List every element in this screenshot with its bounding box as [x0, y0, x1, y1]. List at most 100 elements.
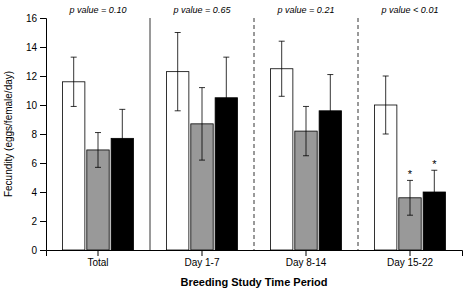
y-tick: 12 — [26, 71, 46, 82]
y-tick: 2 — [31, 216, 46, 227]
y-tick-label: 14 — [26, 42, 38, 53]
y-tick-label: 0 — [31, 245, 37, 256]
x-tick-label: Day 1-7 — [184, 257, 219, 268]
y-tick-mark — [40, 192, 46, 193]
error-line — [281, 41, 282, 96]
error-cap — [303, 106, 309, 107]
error-line — [330, 75, 331, 148]
error-line — [306, 106, 307, 155]
error-bar — [407, 180, 413, 215]
error-line — [226, 57, 227, 138]
error-bar — [279, 41, 285, 96]
error-cap — [95, 167, 101, 168]
x-tick-mark — [306, 250, 307, 256]
y-tick-label: 6 — [31, 158, 37, 169]
plot: 0 2 4 6 8 10 12 14 16 Total Day 1-7 Day 8-14 Day 15-… — [3, 5, 463, 288]
p-value: p value < 0.01 — [381, 5, 439, 15]
significance-marker: * — [408, 168, 413, 180]
y-tick-label: 8 — [31, 129, 37, 140]
error-bar — [383, 76, 389, 134]
y-tick-mark — [40, 105, 46, 106]
x-axis-line — [47, 251, 463, 257]
error-line — [410, 180, 411, 215]
y-tick-mark — [40, 18, 46, 19]
error-bar — [431, 170, 437, 214]
separator — [254, 18, 255, 250]
x-tick: Day 15-22 — [387, 250, 434, 268]
y-tick-mark — [40, 134, 46, 135]
error-cap — [95, 132, 101, 133]
x-tick-mark — [98, 250, 99, 256]
x-tick-label: Day 15-22 — [387, 257, 434, 268]
y-tick: 0 — [31, 245, 46, 256]
error-cap — [431, 213, 437, 214]
error-cap — [279, 41, 285, 42]
x-tick: Total — [87, 250, 108, 268]
error-line — [202, 88, 203, 161]
y-tick: 8 — [31, 129, 46, 140]
error-cap — [279, 96, 285, 97]
error-bar — [223, 57, 229, 138]
p-value: p value = 0.21 — [277, 5, 335, 15]
x-tick-mark — [410, 250, 411, 256]
y-tick-mark — [40, 221, 46, 222]
error-bar — [199, 88, 205, 161]
error-cap — [303, 155, 309, 156]
error-bar — [175, 33, 181, 111]
y-axis: 0 2 4 6 8 10 12 14 16 — [26, 13, 47, 256]
error-bar — [71, 57, 77, 106]
error-cap — [223, 57, 229, 58]
error-cap — [71, 57, 77, 58]
error-cap — [383, 134, 389, 135]
y-tick-mark — [40, 163, 46, 164]
y-tick-label: 10 — [26, 100, 38, 111]
y-tick-label: 16 — [26, 13, 38, 24]
x-tick: Day 1-7 — [184, 250, 219, 268]
p-value: p value = 0.10 — [69, 5, 127, 15]
y-tick-mark — [40, 250, 46, 251]
bar — [63, 82, 85, 250]
error-cap — [327, 74, 333, 75]
error-cap — [327, 147, 333, 148]
error-cap — [223, 138, 229, 139]
error-bar — [119, 109, 125, 167]
error-cap — [71, 106, 77, 107]
error-cap — [199, 87, 205, 88]
y-tick: 16 — [26, 13, 46, 24]
error-bar — [327, 75, 333, 148]
y-tick: 4 — [31, 187, 46, 198]
y-tick-label: 2 — [31, 216, 37, 227]
y-axis-title: Fecundity (eggs/female/day) — [3, 71, 14, 197]
x-tick-mark — [202, 250, 203, 256]
error-line — [385, 76, 386, 134]
x-axis: Total Day 1-7 Day 8-14 Day 15-22 — [47, 250, 463, 268]
y-axis-line — [40, 19, 47, 251]
y-tick-label: 12 — [26, 71, 38, 82]
x-tick-label: Day 8-14 — [286, 257, 327, 268]
y-tick: 14 — [26, 42, 46, 53]
error-cap — [383, 76, 389, 77]
y-tick: 10 — [26, 100, 46, 111]
y-tick-mark — [40, 47, 46, 48]
y-tick-label: 4 — [31, 187, 37, 198]
separator — [150, 18, 151, 250]
significance-marker: * — [432, 158, 437, 170]
x-tick-label: Total — [87, 257, 108, 268]
error-cap — [199, 160, 205, 161]
error-line — [177, 33, 178, 111]
x-tick: Day 8-14 — [286, 250, 327, 268]
error-line — [434, 170, 435, 214]
error-bar — [95, 133, 101, 168]
error-line — [122, 109, 123, 167]
error-cap — [119, 167, 125, 168]
error-cap — [175, 32, 181, 33]
error-line — [98, 133, 99, 168]
error-cap — [407, 215, 413, 216]
separator — [358, 18, 359, 250]
bar-series — [63, 33, 397, 251]
bar-series — [111, 57, 445, 250]
bar — [271, 69, 293, 250]
chart: 0 2 4 6 8 10 12 14 16 Total Day 1-7 Day 8-14 Day 15-… — [0, 0, 474, 294]
error-cap — [119, 109, 125, 110]
x-axis-title: Breeding Study Time Period — [180, 276, 327, 288]
